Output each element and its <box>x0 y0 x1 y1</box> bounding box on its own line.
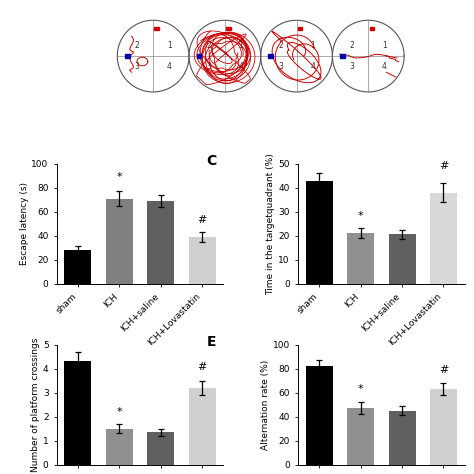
Bar <box>106 428 133 465</box>
Text: 4: 4 <box>238 62 244 71</box>
Text: #: # <box>439 365 448 374</box>
Bar <box>340 55 345 58</box>
Bar <box>298 27 302 30</box>
Bar <box>347 408 374 465</box>
Text: 3: 3 <box>278 62 283 71</box>
Bar <box>430 389 457 465</box>
Bar <box>370 27 374 30</box>
Bar <box>389 410 416 465</box>
Text: 2: 2 <box>278 41 283 50</box>
Text: *: * <box>358 384 364 394</box>
Text: 3: 3 <box>135 62 139 71</box>
Bar <box>64 250 91 283</box>
Text: 1: 1 <box>238 41 243 50</box>
Text: *: * <box>117 407 122 417</box>
Text: C: C <box>207 154 217 168</box>
Text: *: * <box>358 211 364 221</box>
Bar <box>197 55 201 58</box>
Text: 3: 3 <box>206 62 211 71</box>
Text: 4: 4 <box>310 62 315 71</box>
Text: 2: 2 <box>350 41 355 50</box>
Y-axis label: Escape latency (s): Escape latency (s) <box>19 182 28 265</box>
Bar <box>389 235 416 283</box>
Text: #: # <box>198 215 207 225</box>
Bar <box>347 233 374 283</box>
Text: 1: 1 <box>310 41 315 50</box>
Text: 1: 1 <box>167 41 172 50</box>
Text: 2: 2 <box>135 41 139 50</box>
Bar <box>106 199 133 283</box>
Text: #: # <box>439 161 448 171</box>
Bar <box>226 27 231 30</box>
Text: 1: 1 <box>382 41 387 50</box>
Bar <box>189 237 216 283</box>
Text: 4: 4 <box>167 62 172 71</box>
Bar <box>189 388 216 465</box>
Bar <box>155 27 159 30</box>
Bar <box>125 55 130 58</box>
Bar <box>306 366 333 465</box>
Y-axis label: Time in the targetquadrant (%): Time in the targetquadrant (%) <box>266 153 275 294</box>
Text: 4: 4 <box>382 62 387 71</box>
Bar <box>147 432 174 465</box>
Bar <box>306 181 333 283</box>
Y-axis label: Alternation rate (%): Alternation rate (%) <box>261 359 270 450</box>
Text: 2: 2 <box>206 41 211 50</box>
Text: 3: 3 <box>350 62 355 71</box>
Text: *: * <box>117 172 122 182</box>
Bar <box>147 201 174 283</box>
Bar <box>268 55 273 58</box>
Y-axis label: Number of platform crossings: Number of platform crossings <box>31 337 40 472</box>
Bar <box>430 192 457 283</box>
Bar <box>64 362 91 465</box>
Text: E: E <box>207 335 216 349</box>
Text: #: # <box>198 362 207 372</box>
